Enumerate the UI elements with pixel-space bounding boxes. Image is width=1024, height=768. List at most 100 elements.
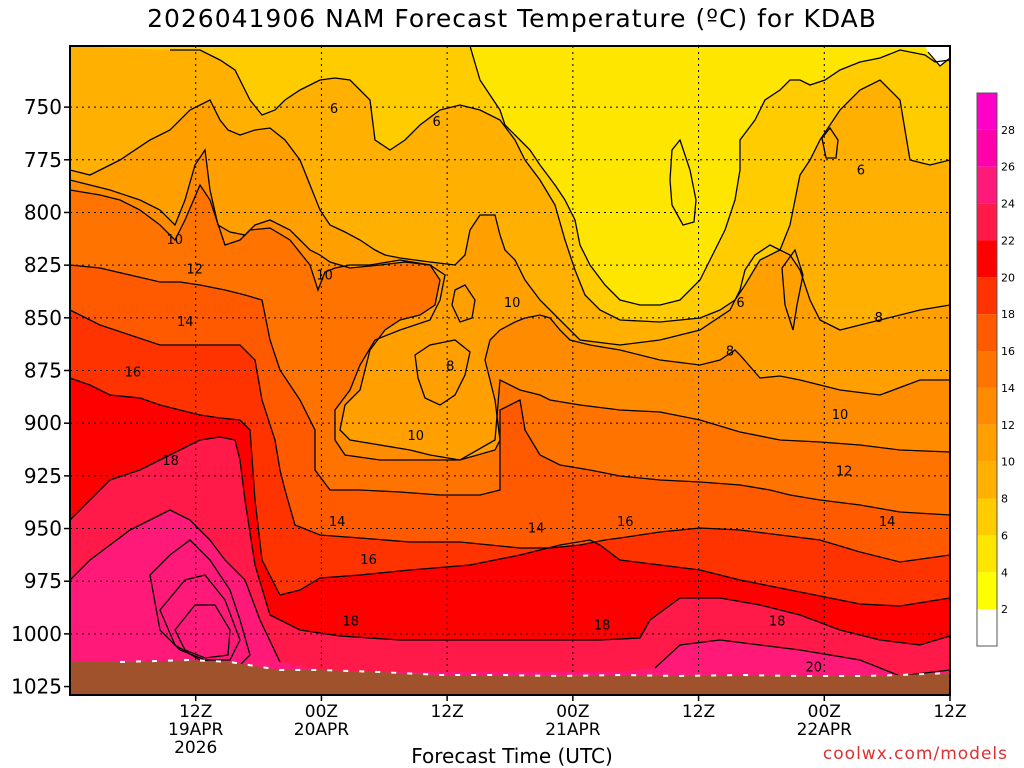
contour-label: 16 bbox=[125, 366, 142, 381]
terrain bbox=[70, 660, 950, 695]
contour-line bbox=[821, 126, 839, 159]
y-tick-label: 950 bbox=[24, 517, 62, 541]
contour-label: 16 bbox=[360, 553, 377, 568]
contour-label: 20 bbox=[806, 661, 823, 676]
y-tick-label: 900 bbox=[24, 411, 62, 435]
colorbar-swatch bbox=[977, 314, 997, 352]
x-tick-label: 21APR bbox=[545, 720, 601, 740]
y-tick-label: 850 bbox=[24, 306, 62, 330]
colorbar-label: 26 bbox=[1001, 161, 1015, 174]
contour-label: 6 bbox=[857, 163, 865, 178]
contour-line bbox=[70, 309, 950, 563]
contour-line bbox=[70, 148, 950, 461]
contour-line bbox=[414, 339, 471, 406]
colorbar-label: 18 bbox=[1001, 308, 1015, 321]
colorbar-label: 14 bbox=[1001, 382, 1015, 395]
contour-label: 6 bbox=[433, 115, 441, 130]
contour-label: 12 bbox=[186, 262, 203, 277]
contour-label: 8 bbox=[875, 311, 883, 326]
x-tick-label: 12Z bbox=[431, 702, 464, 722]
colorbar-swatch bbox=[977, 129, 997, 167]
y-axis: 750 775 800 825 850 875 900 925 950 975 1000 1025 bbox=[11, 95, 70, 699]
contour-line bbox=[70, 377, 950, 607]
colorbar-label: 28 bbox=[1001, 124, 1015, 137]
x-tick-label: 2026 bbox=[174, 738, 217, 758]
contour-label: 8 bbox=[726, 345, 734, 360]
x-tick-label: 19APR bbox=[168, 720, 224, 740]
contour-label: 10 bbox=[407, 429, 424, 444]
contour-line bbox=[159, 574, 241, 661]
colorbar-swatch bbox=[977, 535, 997, 573]
y-tick-label: 825 bbox=[24, 253, 62, 277]
colorbar-frame bbox=[976, 92, 998, 647]
contour-line bbox=[927, 51, 950, 67]
contour-label: 10 bbox=[832, 408, 849, 423]
contour-line bbox=[70, 436, 950, 646]
contour-label: 18 bbox=[162, 454, 179, 469]
contour-lines bbox=[70, 46, 950, 677]
colorbar-label: 8 bbox=[1001, 493, 1008, 506]
contour-label: 14 bbox=[177, 315, 194, 330]
contour-label: 8 bbox=[446, 359, 454, 374]
x-axis-label: Forecast Time (UTC) bbox=[411, 744, 613, 768]
contour-line bbox=[70, 509, 281, 663]
contour-label: 14 bbox=[879, 515, 896, 530]
chart-title: 2026041906 NAM Forecast Temperature (ºC)… bbox=[147, 4, 877, 33]
colorbar-label: 2 bbox=[1001, 603, 1008, 616]
contour-label: 16 bbox=[617, 515, 634, 530]
colorbar-label: 24 bbox=[1001, 198, 1015, 211]
y-tick-label: 1000 bbox=[11, 622, 62, 646]
colorbar-label: 16 bbox=[1001, 345, 1015, 358]
colorbar-label: 12 bbox=[1001, 419, 1015, 432]
x-tick-label: 12Z bbox=[179, 702, 212, 722]
colorbar-swatch bbox=[977, 351, 997, 388]
colorbar-label: 10 bbox=[1001, 456, 1015, 469]
colorbar-swatch bbox=[977, 166, 997, 204]
contour-label: 14 bbox=[528, 522, 545, 537]
contour-line bbox=[781, 248, 804, 331]
x-tick-label: 12Z bbox=[933, 702, 966, 722]
colorbar-swatch bbox=[977, 609, 997, 646]
contour-label: 10 bbox=[316, 269, 333, 284]
colorbar-label: 22 bbox=[1001, 234, 1015, 247]
colorbar-label: 20 bbox=[1001, 271, 1015, 284]
colorbar-swatch bbox=[977, 277, 997, 315]
colorbar-swatch bbox=[977, 498, 997, 536]
contour-label: 18 bbox=[594, 618, 611, 633]
contour-label: 10 bbox=[166, 233, 183, 248]
x-tick-label: 00Z bbox=[305, 702, 338, 722]
colorbar-label: 6 bbox=[1001, 529, 1008, 542]
y-tick-label: 1025 bbox=[11, 675, 62, 699]
colorbar-label: 4 bbox=[1001, 566, 1008, 579]
x-tick-label: 12Z bbox=[682, 702, 715, 722]
contour-label: 18 bbox=[769, 614, 786, 629]
x-tick-label: 00Z bbox=[556, 702, 589, 722]
y-tick-label: 775 bbox=[24, 148, 62, 172]
contour-line bbox=[174, 604, 231, 659]
contour-line bbox=[70, 183, 950, 461]
colorbar-swatch bbox=[977, 93, 997, 130]
contour-line bbox=[70, 264, 950, 516]
colorbar-swatch bbox=[977, 203, 997, 241]
contour-line bbox=[469, 46, 950, 306]
y-tick-label: 925 bbox=[24, 464, 62, 488]
colorbar-swatch bbox=[977, 572, 997, 610]
y-tick-label: 975 bbox=[24, 569, 62, 593]
band-2-4 bbox=[470, 46, 950, 305]
y-tick-label: 750 bbox=[24, 95, 62, 119]
y-tick-label: 875 bbox=[24, 359, 62, 383]
contour-label: 12 bbox=[836, 465, 853, 480]
x-tick-label: 20APR bbox=[294, 720, 350, 740]
contour-line bbox=[669, 138, 697, 226]
colorbar-swatch bbox=[977, 424, 997, 462]
contour-line bbox=[170, 49, 950, 323]
contour-label: 18 bbox=[342, 614, 359, 629]
x-tick-label: 22APR bbox=[797, 720, 853, 740]
x-tick-label: 00Z bbox=[808, 702, 841, 722]
colorbar-swatch bbox=[977, 461, 997, 499]
